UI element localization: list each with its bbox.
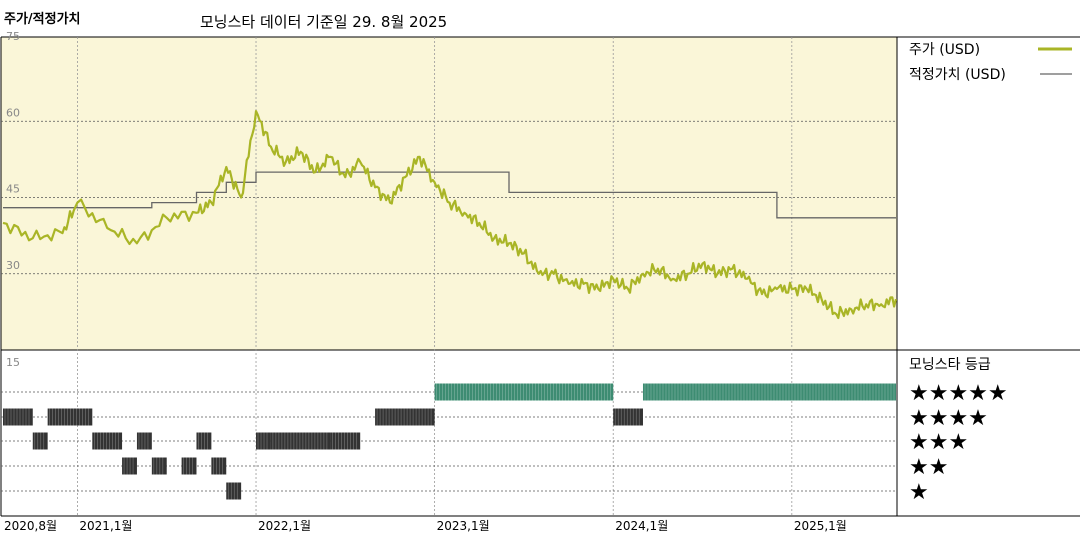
rating-bar-2-star <box>211 457 227 475</box>
rating-level-stars: ★★★★★ <box>909 381 1008 406</box>
rating-bar-5-star <box>642 383 896 401</box>
fair-value-line <box>3 171 896 219</box>
y-tick-label: 75 <box>6 30 20 43</box>
y-tick-label: 15 <box>6 356 20 369</box>
rating-legend-title: 모닝스타 등급 <box>909 357 991 373</box>
x-tick-label: 2025,1월 <box>794 519 847 533</box>
rating-bar-2-star <box>151 457 167 475</box>
x-tick-label: 2024,1월 <box>615 519 668 533</box>
series-lines <box>2 110 898 320</box>
rating-bar-3-star <box>196 432 212 450</box>
rating-level-stars: ★★ <box>909 455 948 480</box>
y-tick-label: 45 <box>6 183 20 196</box>
x-tick-label: 2023,1월 <box>437 519 490 533</box>
rating-level-stars: ★★★ <box>909 430 968 455</box>
legend-label-price: 주가 (USD) <box>909 42 980 58</box>
rating-level-stars: ★ <box>909 480 929 505</box>
price-panel-background <box>1 37 897 350</box>
rating-bar-4-star <box>3 408 33 426</box>
x-tick-label: 2022,1월 <box>258 519 311 533</box>
rating-bar-4-star <box>613 408 643 426</box>
y-tick-label: 30 <box>6 259 20 272</box>
x-tick-label: 2020,8월 <box>4 519 57 533</box>
data-date-label: 모닝스타 데이터 기준일 29. 8월 2025 <box>200 13 448 31</box>
rating-bar-2-star <box>181 457 197 475</box>
chart-title: 주가/적정가치 <box>4 12 81 27</box>
price-line <box>2 110 898 320</box>
legend: 주가 (USD)적정가치 (USD)모닝스타 등급★★★★★★★★★★★★★★★ <box>909 42 1072 505</box>
rating-bar-3-star <box>136 432 152 450</box>
rating-bar-3-star <box>32 432 48 450</box>
y-tick-label: 60 <box>6 106 20 119</box>
legend-label-fair-value: 적정가치 (USD) <box>909 67 1006 83</box>
rating-level-stars: ★★★★ <box>909 406 988 431</box>
rating-bars <box>3 383 896 500</box>
x-tick-label: 2021,1월 <box>79 519 132 533</box>
axis-ticks: 75 60 45 30 15 2020,8월 2021,1월 2022,1월 2023,1월 20… <box>4 30 847 533</box>
rating-bar-3-star <box>92 432 123 450</box>
rating-bar-2-star <box>122 457 137 475</box>
rating-bar-3-star <box>330 432 361 450</box>
rating-bar-3-star <box>256 432 271 450</box>
rating-bar-5-star <box>434 383 614 401</box>
rating-bar-3-star <box>270 432 331 450</box>
rating-bar-4-star <box>47 408 93 426</box>
rating-bar-4-star <box>375 408 435 426</box>
gridlines <box>1 37 897 516</box>
rating-bar-1-star <box>226 482 242 500</box>
